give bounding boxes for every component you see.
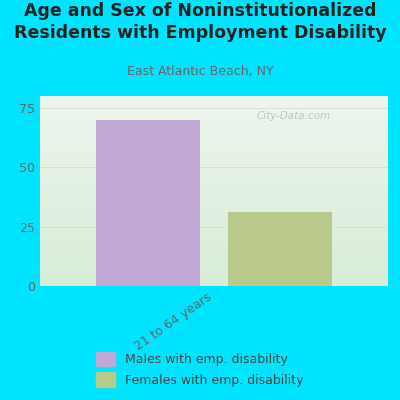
Bar <box>96 120 200 286</box>
Text: East Atlantic Beach, NY: East Atlantic Beach, NY <box>127 65 273 78</box>
Text: Age and Sex of Noninstitutionalized
Residents with Employment Disability: Age and Sex of Noninstitutionalized Resi… <box>14 2 386 42</box>
Text: City-Data.com: City-Data.com <box>257 111 331 121</box>
Legend: Males with emp. disability, Females with emp. disability: Males with emp. disability, Females with… <box>91 347 309 392</box>
Bar <box>228 212 332 286</box>
